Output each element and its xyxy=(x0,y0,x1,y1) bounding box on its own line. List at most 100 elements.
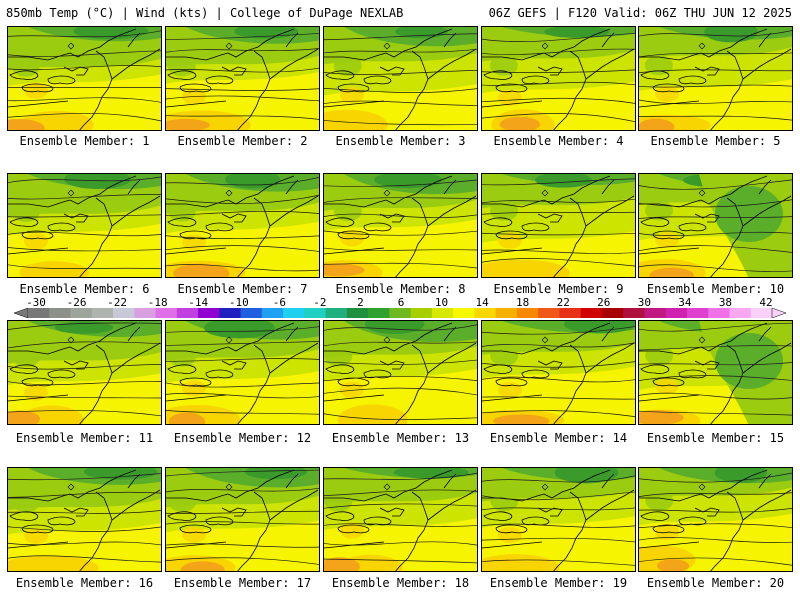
colorbar-swatch xyxy=(368,308,390,318)
colorbar-swatch xyxy=(708,308,730,318)
wind-streamlines xyxy=(166,326,319,415)
model-run-info: 06Z GEFS | F120 Valid: 06Z THU JUN 12 20… xyxy=(488,6,792,20)
wind-streamlines xyxy=(166,176,319,272)
ensemble-member-map xyxy=(165,173,320,278)
temperature-field xyxy=(639,321,792,424)
ensemble-member-map xyxy=(323,26,478,131)
colorbar-swatch xyxy=(304,308,327,318)
wind-streamlines xyxy=(482,178,635,267)
temperature-field xyxy=(166,174,319,277)
wind-streamlines xyxy=(166,33,319,120)
colorbar-tick-label: 42 xyxy=(759,296,773,309)
colorbar-tick-label: -6 xyxy=(272,296,286,309)
ensemble-member-label: Ensemble Member: 3 xyxy=(335,134,466,148)
colorbar-swatch xyxy=(219,308,242,318)
ensemble-member-label: Ensemble Member: 19 xyxy=(489,576,628,590)
ensemble-member-map xyxy=(481,320,636,425)
wind-streamlines xyxy=(324,472,477,564)
ensemble-member-label: Ensemble Member: 11 xyxy=(15,431,154,445)
ensemble-member-label: Ensemble Member: 9 xyxy=(493,282,624,296)
ensemble-member-map xyxy=(638,467,793,572)
ensemble-member-map xyxy=(165,467,320,572)
wind-streamlines xyxy=(639,30,792,121)
colorbar-tick-label: 18 xyxy=(516,296,530,309)
colorbar-swatch xyxy=(240,308,263,318)
colorbar-tick-label: 10 xyxy=(434,296,449,309)
ensemble-member-map xyxy=(481,173,636,278)
ensemble-member-label: Ensemble Member: 6 xyxy=(19,282,150,296)
coastline-borders xyxy=(324,175,477,277)
temperature-field xyxy=(324,468,477,571)
colorbar-swatch xyxy=(325,308,348,318)
wind-streamlines xyxy=(166,469,319,565)
wind-streamlines xyxy=(639,472,792,566)
colorbar-tick-label: 14 xyxy=(475,296,489,309)
colorbar-swatch xyxy=(176,308,199,318)
wind-streamlines xyxy=(639,322,792,416)
ensemble-member-map xyxy=(323,320,478,425)
ensemble-member-label: Ensemble Member: 18 xyxy=(331,576,470,590)
colorbar-tick-label: 2 xyxy=(357,296,364,309)
temperature-field xyxy=(166,27,319,130)
colorbar-swatch xyxy=(516,308,539,318)
temperature-field xyxy=(482,27,635,130)
wind-streamlines xyxy=(8,176,161,270)
wind-streamlines xyxy=(8,473,161,563)
ensemble-member-label: Ensemble Member: 1 xyxy=(19,134,150,148)
colorbar-tick-label: -30 xyxy=(26,296,46,309)
temperature-field xyxy=(482,468,635,571)
ensemble-member-label: Ensemble Member: 17 xyxy=(173,576,312,590)
colorbar-tick-label: 26 xyxy=(597,296,611,309)
ensemble-member-label: Ensemble Member: 15 xyxy=(646,431,785,445)
coastline-borders xyxy=(166,28,319,130)
colorbar-tick-label: 38 xyxy=(718,296,733,309)
ensemble-member-label: Ensemble Member: 7 xyxy=(177,282,308,296)
temperature-field xyxy=(8,468,161,571)
colorbar-swatch xyxy=(644,308,667,318)
colorbar-swatch xyxy=(453,308,475,318)
ensemble-member-label: Ensemble Member: 20 xyxy=(646,576,785,590)
temperature-field xyxy=(482,174,635,277)
ensemble-member-map xyxy=(165,26,320,131)
coastline-borders xyxy=(166,469,319,571)
ensemble-member-map xyxy=(323,467,478,572)
wind-streamlines xyxy=(639,179,792,272)
colorbar-swatch xyxy=(474,308,497,318)
wind-streamlines xyxy=(8,322,161,417)
colorbar-swatch xyxy=(113,308,135,318)
colorbar-swatch xyxy=(134,308,157,318)
ensemble-member-label: Ensemble Member: 4 xyxy=(493,134,624,148)
colorbar-swatch xyxy=(729,308,752,318)
coastline-borders xyxy=(8,469,161,571)
colorbar-tick-label: 34 xyxy=(678,296,692,309)
coastline-borders xyxy=(482,469,635,571)
colorbar-swatch xyxy=(389,308,412,318)
colorbar-tick-label: -2 xyxy=(313,296,327,309)
ensemble-member-label: Ensemble Member: 12 xyxy=(173,431,312,445)
colorbar-swatch xyxy=(623,308,645,318)
ensemble-member-map xyxy=(7,26,162,131)
colorbar-swatch xyxy=(580,308,603,318)
colorbar-tick-label: -22 xyxy=(107,296,128,309)
coastline-borders xyxy=(166,322,319,424)
temperature-field xyxy=(166,468,319,571)
colorbar-swatch xyxy=(261,308,284,318)
temperature-field xyxy=(639,468,792,571)
ensemble-member-label: Ensemble Member: 14 xyxy=(489,431,628,445)
colorbar-tick-label: 30 xyxy=(637,296,651,309)
ensemble-member-map xyxy=(481,26,636,131)
temperature-field xyxy=(639,27,792,130)
wind-streamlines xyxy=(482,32,635,123)
temperature-field xyxy=(8,321,161,424)
ensemble-member-map xyxy=(7,173,162,278)
colorbar-swatch xyxy=(28,308,50,318)
colorbar-max-arrow xyxy=(771,308,786,318)
colorbar-swatch xyxy=(750,308,773,318)
ensemble-member-label: Ensemble Member: 8 xyxy=(335,282,466,296)
ensemble-member-map xyxy=(638,173,793,278)
wind-streamlines xyxy=(482,326,635,417)
colorbar-swatch xyxy=(559,308,582,318)
colorbar-swatch xyxy=(495,308,518,318)
colorbar-swatch xyxy=(70,308,93,318)
ensemble-member-map xyxy=(7,320,162,425)
